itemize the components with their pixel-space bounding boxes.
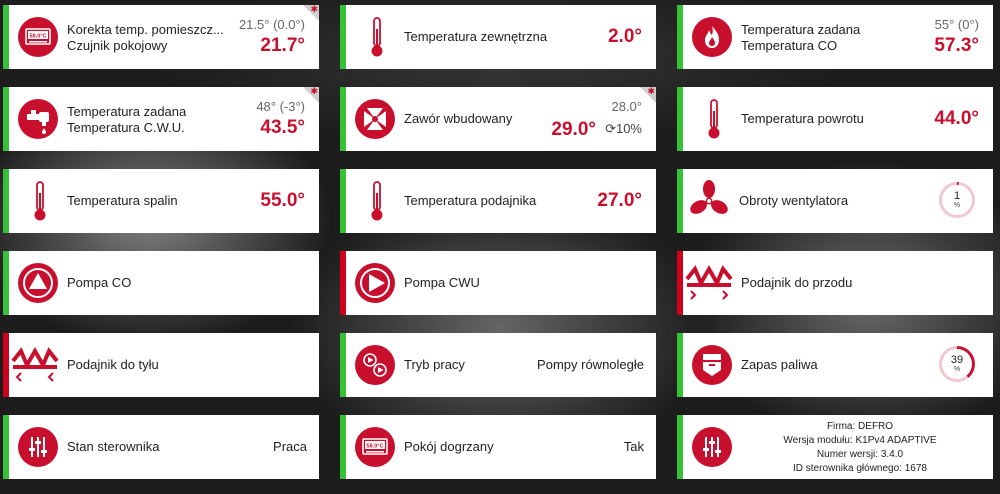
room-thermostat-icon: 58.0°C [18, 17, 58, 57]
tile-label: Tryb pracy [404, 357, 465, 372]
tile-outdoor-temp[interactable]: Temperatura zewnętrzna 2.0° [340, 5, 656, 69]
valve-opening: ⟳10% [605, 121, 642, 137]
tile-fan[interactable]: Obroty wentylatora 1 % [677, 169, 993, 233]
tile-label: Zawór wbudowany [404, 111, 513, 126]
tile-label: Stan sterownika [67, 439, 160, 454]
setpoint-value: 48° (-3°) [256, 99, 305, 114]
tile-feeder-forward[interactable]: Podajnik do przodu [677, 251, 993, 315]
setpoint-value: 28.0° [611, 99, 642, 114]
tile-sublabel: Temperatura CO [741, 38, 838, 53]
edit-corner[interactable] [303, 5, 319, 21]
tile-label: Temperatura powrotu [741, 111, 864, 126]
tile-label: Temperatura spalin [67, 193, 178, 208]
edit-gear-icon[interactable]: ✱ [310, 5, 318, 14]
room-thermostat-icon: 58.0°C [355, 427, 395, 467]
temperature-value: 44.0° [934, 108, 979, 129]
tile-label: Podajnik do tyłu [67, 357, 159, 372]
edit-gear-icon[interactable]: ✱ [310, 87, 318, 96]
tile-fuel[interactable]: Zapas paliwa 39 % [677, 333, 993, 397]
thermometer-icon [22, 179, 58, 223]
tile-label: Zapas paliwa [741, 357, 818, 372]
tile-pump-co[interactable]: Pompa CO [3, 251, 319, 315]
info-company: Firma: DEFRO [826, 421, 894, 432]
tile-sublabel: Czujnik pokojowy [67, 38, 168, 53]
fuel-level-value: 39 [950, 354, 964, 366]
temperature-value: 2.0° [607, 26, 642, 47]
temperature-value: 55.0° [260, 190, 305, 211]
sliders-icon [18, 427, 58, 467]
edit-gear-icon[interactable]: ✱ [647, 87, 655, 96]
thermometer-icon [359, 15, 395, 59]
temperature-value: 57.3° [934, 35, 979, 56]
tap-icon [18, 99, 58, 139]
temperature-value: 43.5° [260, 117, 305, 138]
edit-corner[interactable] [303, 87, 319, 103]
tile-room-heated[interactable]: 58.0°C Pokój dogrzany Tak [340, 415, 656, 479]
tile-feeder-temp[interactable]: Temperatura podajnika 27.0° [340, 169, 656, 233]
pumps-mode-icon [355, 345, 395, 385]
sliders-icon [692, 427, 732, 467]
fan-speed-gauge: 1 % [939, 182, 975, 218]
info-controller-id: ID sterownika głównego: 1678 [793, 463, 927, 474]
tile-label: Korekta temp. pomieszcz... [67, 22, 224, 37]
valve-opening-value: 10% [615, 121, 642, 136]
tile-room-correction[interactable]: 58.0°C Korekta temp. pomieszcz... Czujni… [3, 5, 319, 69]
thermometer-icon [696, 97, 732, 141]
tile-label: Pompa CO [67, 275, 132, 290]
pump-icon [18, 263, 58, 303]
valve-icon [355, 99, 395, 139]
edit-corner[interactable] [640, 87, 656, 103]
setpoint-value: 21.5° (0.0°) [238, 17, 305, 32]
flame-icon [692, 17, 732, 57]
tile-feeder-back[interactable]: Podajnik do tyłu [3, 333, 319, 397]
fan-icon [687, 179, 731, 223]
info-version-number: Numer wersji: 3.4.0 [816, 449, 904, 460]
feeder-icon [685, 261, 733, 305]
svg-text:58.0°C: 58.0°C [30, 34, 47, 40]
tile-pump-cwu[interactable]: Pompa CWU [340, 251, 656, 315]
tile-label: Obroty wentylatora [739, 193, 849, 208]
tile-flue-temp[interactable]: Temperatura spalin 55.0° [3, 169, 319, 233]
info-module-version: Wersja modułu: K1Pv4 ADAPTIVE [783, 435, 937, 446]
tile-cwu-temp[interactable]: Temperatura zadana Temperatura C.W.U. 48… [3, 87, 319, 151]
tile-controller-state[interactable]: Stan sterownika Praca [3, 415, 319, 479]
setpoint-value: 55° (0°) [934, 17, 979, 32]
pump-icon [355, 263, 395, 303]
fuel-level-unit: % [953, 366, 961, 373]
thermometer-icon [359, 179, 395, 223]
fan-speed-unit: % [953, 202, 961, 209]
tile-info: Firma: DEFRO Wersja modułu: K1Pv4 ADAPTI… [677, 415, 993, 479]
work-mode-value: Pompy równoległe [537, 357, 644, 372]
hopper-icon [692, 345, 732, 385]
fan-speed-value: 1 [953, 190, 961, 202]
temperature-value: 27.0° [597, 190, 642, 211]
tile-label: Pompa CWU [404, 275, 480, 290]
temperature-value: 29.0° [551, 119, 596, 140]
feeder-icon [11, 343, 59, 387]
temperature-value: 21.7° [260, 35, 305, 56]
tile-label: Temperatura zadana [741, 22, 861, 37]
tile-label: Temperatura podajnika [404, 193, 537, 208]
controller-state-value: Praca [273, 439, 307, 454]
tile-sublabel: Temperatura C.W.U. [67, 120, 185, 135]
device-info: Firma: DEFRO Wersja modułu: K1Pv4 ADAPTI… [731, 420, 989, 476]
refresh-icon: ⟳ [605, 121, 616, 136]
tile-return-temp[interactable]: Temperatura powrotu 44.0° [677, 87, 993, 151]
tile-valve[interactable]: Zawór wbudowany 28.0° 29.0° ⟳10% ✱ [340, 87, 656, 151]
tile-label: Pokój dogrzany [404, 439, 494, 454]
tile-label: Temperatura zewnętrzna [404, 29, 548, 44]
tile-work-mode[interactable]: Tryb pracy Pompy równoległe [340, 333, 656, 397]
tile-label: Podajnik do przodu [741, 275, 853, 290]
tile-co-temp[interactable]: Temperatura zadana Temperatura CO 55° (0… [677, 5, 993, 69]
svg-text:58.0°C: 58.0°C [367, 444, 384, 450]
room-heated-value: Tak [623, 439, 644, 454]
tile-label: Temperatura zadana [67, 104, 187, 119]
fuel-level-gauge: 39 % [939, 346, 975, 382]
